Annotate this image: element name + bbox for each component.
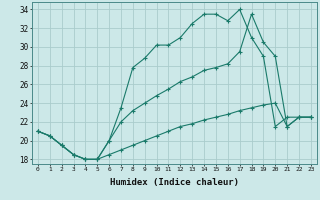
X-axis label: Humidex (Indice chaleur): Humidex (Indice chaleur) (110, 178, 239, 187)
